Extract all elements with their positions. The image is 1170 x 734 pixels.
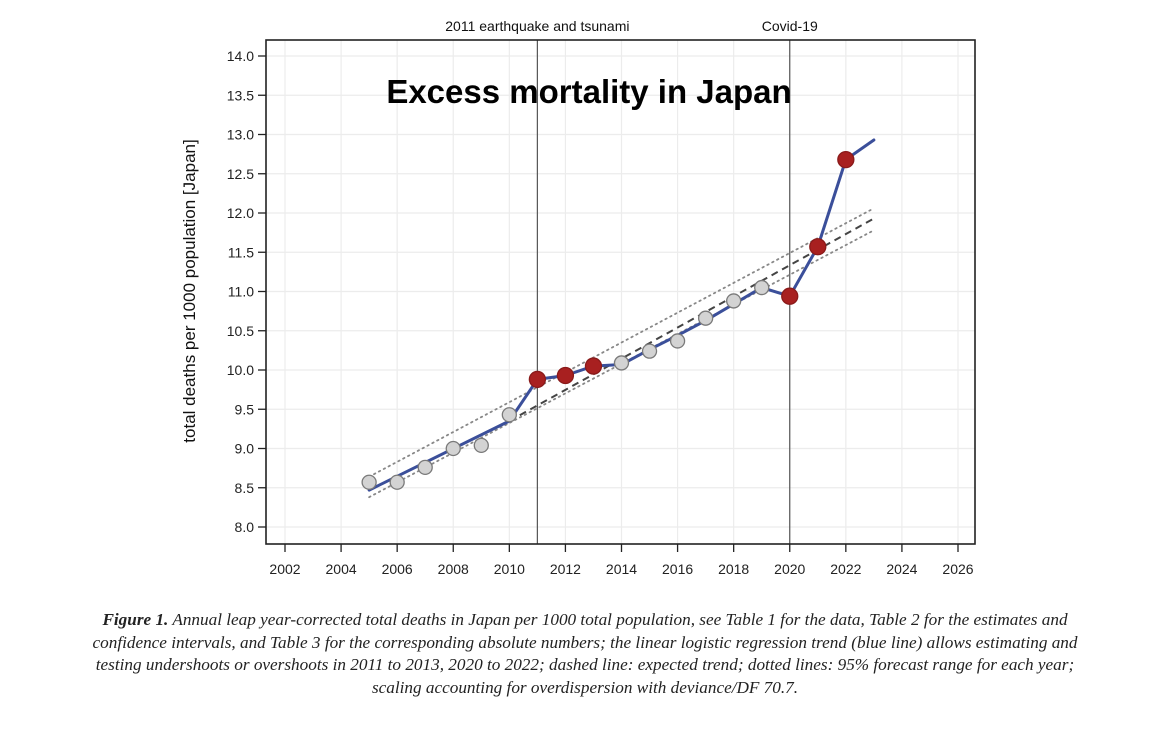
data-point — [669, 333, 686, 349]
y-tick-label: 10.0 — [227, 362, 254, 378]
x-tick-label: 2018 — [718, 561, 749, 577]
data-point-highlighted — [556, 366, 575, 385]
y-tick-label: 11.0 — [228, 284, 254, 300]
data-point — [473, 437, 489, 454]
x-tick-label: 2022 — [830, 561, 861, 577]
annotation-label: 2011 earthquake and tsunami — [445, 18, 629, 34]
x-tick-label: 2002 — [269, 561, 300, 577]
x-tick-label: 2004 — [326, 561, 357, 577]
data-point — [613, 355, 630, 371]
data-points — [361, 150, 855, 490]
data-point — [726, 293, 742, 309]
x-tick-label: 2014 — [606, 561, 637, 577]
data-point — [501, 407, 517, 423]
data-point — [697, 310, 714, 326]
y-tick-label: 10.5 — [227, 323, 254, 339]
annotation-label: Covid-19 — [762, 18, 818, 34]
data-point — [754, 279, 770, 296]
data-point — [417, 459, 433, 475]
x-tick-label: 2006 — [382, 561, 413, 577]
caption-line-2: confidence intervals, and Table 3 for th… — [92, 632, 1078, 652]
y-tick-label: 13.5 — [227, 87, 254, 103]
y-axis: 8.0 8.5 9.0 9.5 10.0 10.5 11.0 11.5 12.0 12.5 13.0… — [227, 48, 266, 535]
x-axis: 2002 2004 2006 2008 2010 2012 2014 2016 2018 2020… — [269, 544, 974, 577]
x-tick-label: 2026 — [942, 561, 973, 577]
caption-line-3: testing undershoots or overshoots in 201… — [95, 655, 1075, 674]
data-point — [389, 474, 405, 490]
caption-line-1: Figure 1. Annual leap year-corrected tot… — [0, 609, 1170, 632]
data-point — [445, 440, 461, 457]
y-tick-label: 12.0 — [227, 205, 254, 221]
data-point-highlighted — [809, 238, 827, 256]
y-tick-label: 9.5 — [235, 401, 255, 417]
caption-text-1: Annual leap year-corrected total deaths … — [168, 610, 1068, 629]
x-tick-label: 2016 — [662, 561, 693, 577]
data-point — [361, 474, 377, 490]
x-tick-label: 2024 — [886, 561, 917, 577]
data-point-highlighted — [781, 287, 799, 305]
y-tick-label: 11.5 — [228, 244, 254, 260]
x-tick-label: 2010 — [494, 561, 525, 577]
grid — [266, 40, 975, 544]
y-tick-label: 8.5 — [235, 480, 255, 496]
data-point-highlighted — [584, 357, 603, 375]
y-tick-label: 12.5 — [227, 166, 254, 182]
y-tick-label: 14.0 — [227, 48, 254, 64]
figure-caption: Figure 1. Annual leap year-corrected tot… — [0, 609, 1170, 699]
data-point-highlighted — [837, 150, 855, 169]
caption-line-4: scaling accounting for overdispersion wi… — [371, 677, 799, 697]
annotation-labels: 2011 earthquake and tsunami Covid-19 — [445, 18, 818, 34]
x-tick-label: 2008 — [438, 561, 469, 577]
caption-lead: Figure 1. — [102, 610, 169, 629]
series-line-dotted — [368, 207, 875, 478]
chart-title: Excess mortality in Japan — [386, 73, 791, 110]
chart: 2002 2004 2006 2008 2010 2012 2014 2016 2018 2020… — [180, 18, 976, 577]
x-tick-label: 2020 — [774, 561, 805, 577]
data-point-highlighted — [528, 370, 547, 389]
y-tick-label: 8.0 — [235, 519, 255, 535]
y-axis-title: total deaths per 1000 population [Japan] — [180, 139, 199, 442]
x-tick-label: 2012 — [550, 561, 581, 577]
y-tick-label: 13.0 — [227, 127, 254, 143]
series-line-dashed — [508, 217, 875, 422]
y-tick-label: 9.0 — [235, 441, 255, 457]
data-point — [641, 343, 658, 359]
